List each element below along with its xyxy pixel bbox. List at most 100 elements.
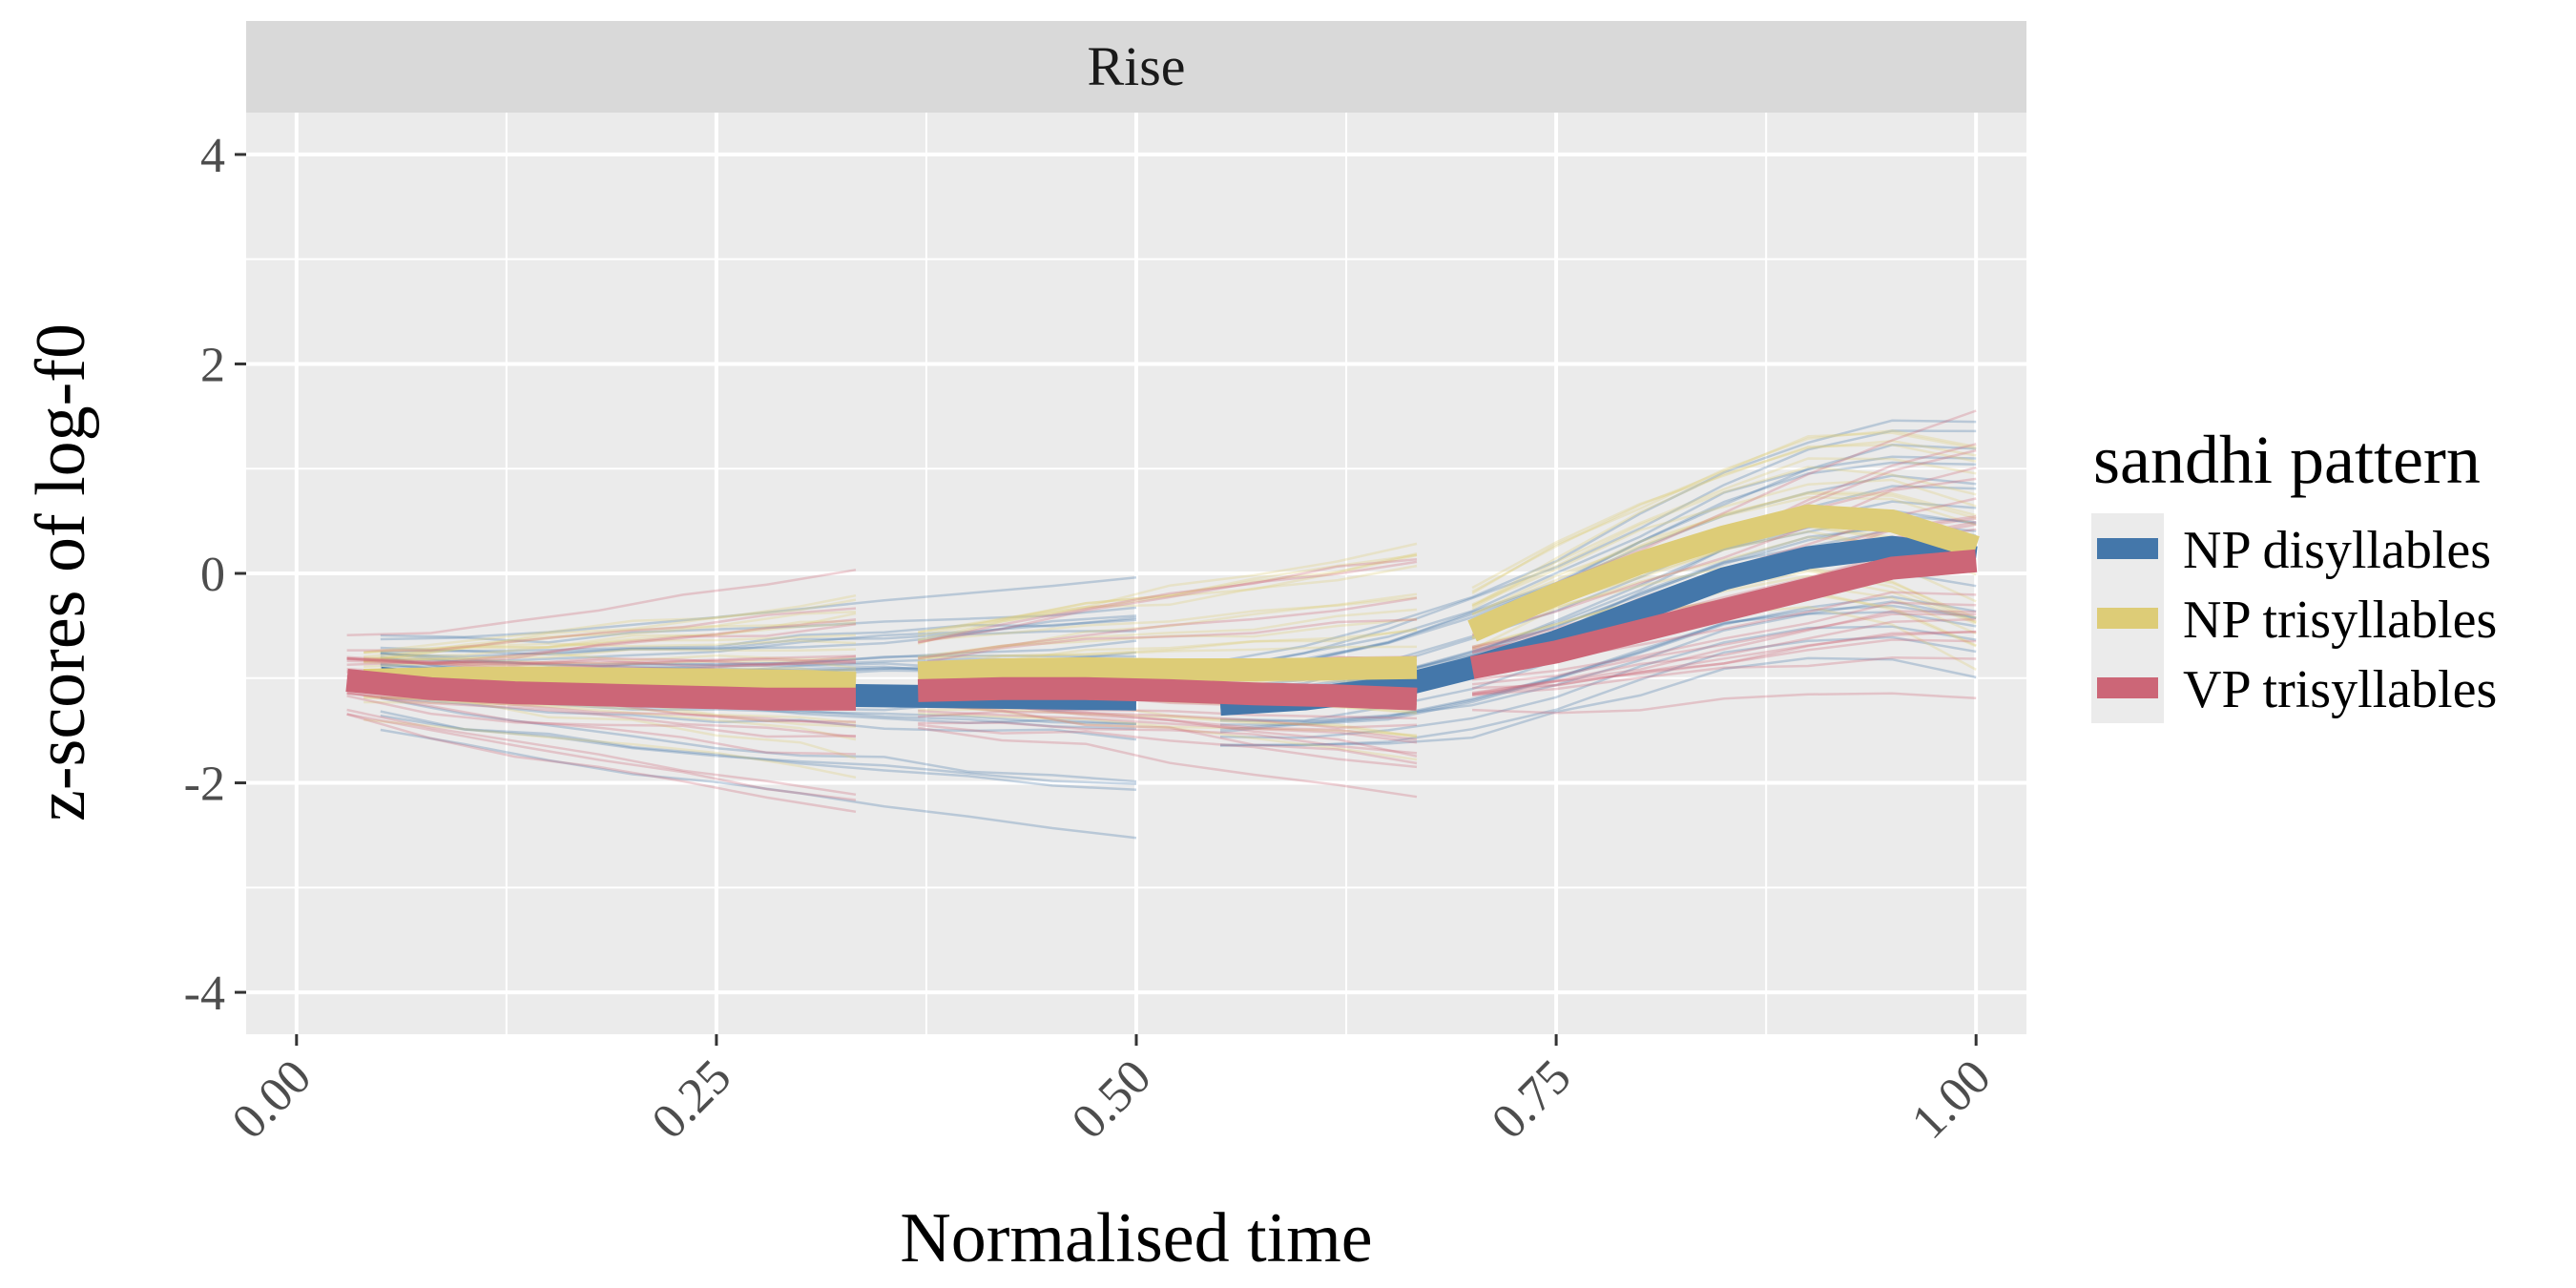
contour-vp-trisyllables xyxy=(346,656,857,667)
x-tick-label: 0.50 xyxy=(1062,1049,1162,1150)
series-line-vp-trisyllables xyxy=(917,676,1418,711)
contour-np-trisyllables xyxy=(1471,457,1977,611)
contour-vp-trisyllables xyxy=(346,654,857,666)
contour-np-trisyllables xyxy=(918,645,1418,660)
contour-np-trisyllables xyxy=(364,639,857,654)
contour-vp-trisyllables xyxy=(346,708,857,797)
contour-vp-trisyllables xyxy=(346,695,857,738)
contour-np-trisyllables xyxy=(918,701,1418,761)
contour-vp-trisyllables xyxy=(918,560,1418,644)
contour-np-trisyllables xyxy=(918,608,1418,658)
contour-vp-trisyllables xyxy=(1471,617,1977,696)
contour-np-disyllables xyxy=(1219,429,1977,671)
contour-np-trisyllables xyxy=(364,620,857,663)
contour-vp-trisyllables xyxy=(346,654,857,667)
contour-vp-trisyllables xyxy=(346,713,857,814)
x-tick-labels: 0.00 0.25 0.50 0.75 1.00 xyxy=(222,1049,2002,1150)
facet-label: Rise xyxy=(1087,35,1185,97)
x-axis-title: Normalised time xyxy=(900,1199,1372,1278)
contour-np-trisyllables xyxy=(1471,431,1977,593)
legend-label-np-disyllables: NP disyllables xyxy=(2183,521,2491,580)
series-line-vp-trisyllables xyxy=(345,669,856,711)
contour-np-disyllables xyxy=(1219,611,1977,723)
contour-np-disyllables xyxy=(1219,444,1977,670)
contour-vp-trisyllables xyxy=(917,618,1418,665)
contour-vp-trisyllables xyxy=(346,657,857,671)
contour-np-disyllables xyxy=(1219,455,1977,671)
contour-np-disyllables xyxy=(1219,604,1977,734)
contour-vp-trisyllables xyxy=(346,713,857,801)
contour-vp-trisyllables xyxy=(346,607,857,652)
series-line-np-trisyllables xyxy=(363,666,857,696)
x-tick-label: 0.25 xyxy=(642,1049,742,1150)
legend-title: sandhi pattern xyxy=(2093,422,2481,498)
contour-np-trisyllables xyxy=(917,629,1418,672)
contour-np-trisyllables xyxy=(364,612,857,662)
contour-np-disyllables xyxy=(380,630,1137,656)
contour-np-trisyllables xyxy=(918,551,1418,634)
contour-np-disyllables xyxy=(380,696,1137,783)
series-lines xyxy=(345,504,1980,717)
contour-np-disyllables xyxy=(1219,474,1977,668)
contour-np-trisyllables xyxy=(917,542,1418,641)
contour-np-trisyllables xyxy=(364,656,857,670)
contour-np-disyllables xyxy=(380,710,1137,792)
contour-vp-trisyllables xyxy=(1471,638,1977,696)
contour-vp-trisyllables xyxy=(346,657,857,671)
contour-vp-trisyllables xyxy=(1472,692,1977,715)
contour-np-disyllables xyxy=(1219,461,1977,675)
contour-np-disyllables xyxy=(380,651,1137,667)
contour-np-trisyllables xyxy=(364,652,857,662)
y-tick-label: 4 xyxy=(200,129,225,183)
contour-np-trisyllables xyxy=(1471,478,1977,607)
contour-np-disyllables xyxy=(380,728,1137,840)
contour-np-trisyllables xyxy=(364,622,857,660)
contour-np-disyllables xyxy=(380,616,1137,654)
contour-np-trisyllables xyxy=(1471,429,1977,595)
contour-vp-trisyllables xyxy=(918,710,1418,744)
x-tick-label: 0.75 xyxy=(1482,1049,1582,1150)
contour-vp-trisyllables xyxy=(346,569,857,636)
contour-np-trisyllables xyxy=(1471,492,1977,616)
series-line-np-trisyllables xyxy=(1467,504,1980,642)
contour-np-trisyllables xyxy=(1471,439,1977,608)
contour-np-disyllables xyxy=(1219,656,1977,747)
contour-np-trisyllables xyxy=(917,564,1418,634)
contour-vp-trisyllables xyxy=(918,710,1418,729)
contour-np-trisyllables xyxy=(364,593,857,654)
y-tick-labels: -4 -2 0 2 4 xyxy=(184,129,225,1021)
contour-vp-trisyllables xyxy=(346,622,857,666)
contour-vp-trisyllables xyxy=(1472,630,1977,690)
contour-vp-trisyllables xyxy=(918,723,1418,769)
contour-np-disyllables xyxy=(1219,522,1977,692)
contour-np-disyllables xyxy=(1219,635,1977,747)
contour-np-disyllables xyxy=(380,618,1137,664)
contour-np-disyllables xyxy=(380,614,1137,658)
x-tick-label: 0.00 xyxy=(222,1049,322,1150)
contour-np-trisyllables xyxy=(364,648,857,663)
legend-label-np-trisyllables: NP trisyllables xyxy=(2183,591,2497,650)
contour-vp-trisyllables xyxy=(1471,477,1977,636)
contour-np-trisyllables xyxy=(918,708,1418,738)
contour-vp-trisyllables xyxy=(1472,655,1977,696)
series-line-vp-trisyllables xyxy=(1469,549,1978,679)
contour-np-trisyllables xyxy=(918,617,1418,660)
y-tick-label: 2 xyxy=(200,338,225,392)
contour-vp-trisyllables xyxy=(346,692,857,738)
contour-vp-trisyllables xyxy=(1471,631,1977,697)
contour-np-trisyllables xyxy=(917,553,1418,645)
x-tick-label: 1.00 xyxy=(1901,1049,2002,1150)
axis-ticks xyxy=(235,153,1978,1046)
contour-vp-trisyllables xyxy=(918,703,1418,765)
contour-np-trisyllables xyxy=(918,592,1418,662)
contour-vp-trisyllables xyxy=(1471,613,1977,686)
contour-np-trisyllables xyxy=(364,598,857,663)
contour-vp-trisyllables xyxy=(1471,601,1977,681)
contour-np-trisyllables xyxy=(917,553,1418,637)
contour-np-trisyllables xyxy=(918,595,1418,642)
contour-np-disyllables xyxy=(380,576,1137,638)
contour-np-disyllables xyxy=(380,696,1137,741)
contour-np-trisyllables xyxy=(364,634,857,654)
contour-np-trisyllables xyxy=(918,712,1418,737)
y-tick-label: -4 xyxy=(184,966,225,1021)
